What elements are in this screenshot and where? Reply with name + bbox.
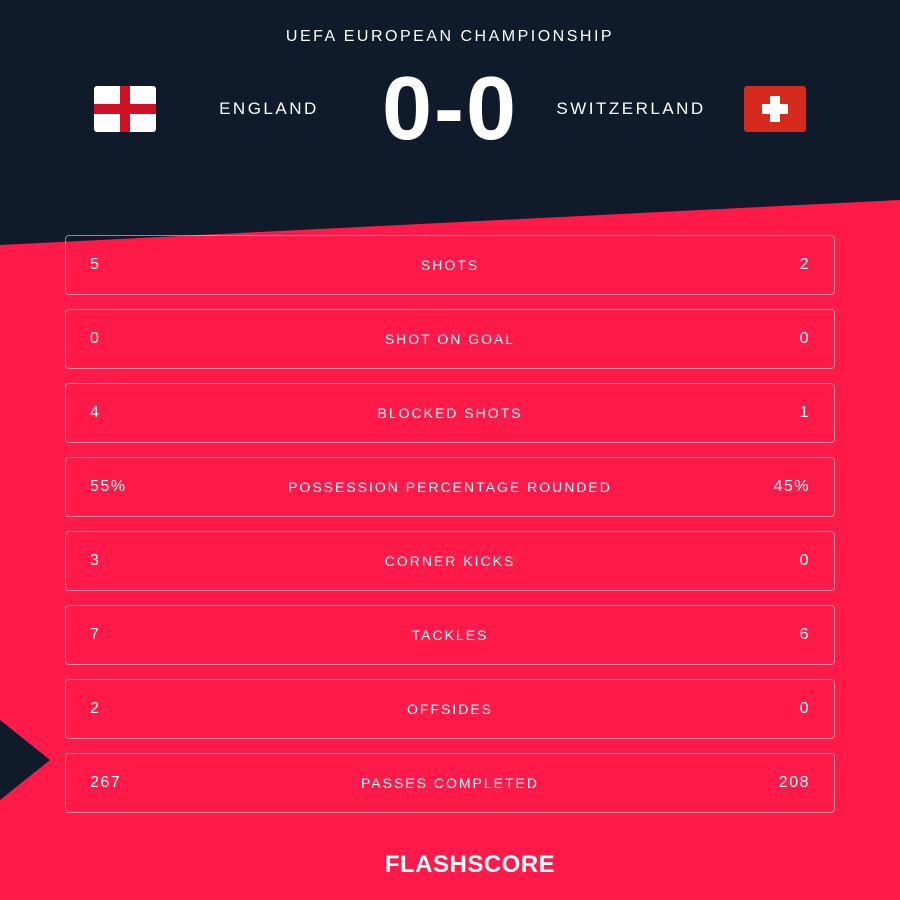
stat-home-value: 4 <box>90 404 180 422</box>
stats-table: 5SHOTS20SHOT ON GOAL04BLOCKED SHOTS155%P… <box>65 235 835 827</box>
stat-label: OFFSIDES <box>180 701 720 717</box>
stat-label: TACKLES <box>180 627 720 643</box>
stat-row: 267PASSES COMPLETED208 <box>65 753 835 813</box>
stat-label: PASSES COMPLETED <box>180 775 720 791</box>
stat-label: BLOCKED SHOTS <box>180 405 720 421</box>
score-separator: - <box>434 59 466 159</box>
home-score: 0 <box>382 59 434 159</box>
away-flag <box>744 86 806 132</box>
stat-home-value: 5 <box>90 256 180 274</box>
score-display: 0-0 <box>382 64 518 154</box>
match-header: UEFA EUROPEAN CHAMPIONSHIP ENGLAND 0-0 S… <box>0 0 900 215</box>
stat-label: SHOTS <box>180 257 720 273</box>
infographic-canvas: UEFA EUROPEAN CHAMPIONSHIP ENGLAND 0-0 S… <box>0 0 900 900</box>
stat-home-value: 3 <box>90 552 180 570</box>
stat-label: POSSESSION PERCENTAGE ROUNDED <box>180 479 720 495</box>
stat-home-value: 7 <box>90 626 180 644</box>
flashscore-icon <box>345 850 375 880</box>
stat-away-value: 0 <box>720 700 810 718</box>
stat-row: 2OFFSIDES0 <box>65 679 835 739</box>
stat-away-value: 45% <box>720 478 810 496</box>
stat-home-value: 55% <box>90 478 180 496</box>
stat-home-value: 267 <box>90 774 180 792</box>
stat-away-value: 6 <box>720 626 810 644</box>
stat-away-value: 1 <box>720 404 810 422</box>
away-score: 0 <box>466 59 518 159</box>
stat-row: 55%POSSESSION PERCENTAGE ROUNDED45% <box>65 457 835 517</box>
stat-row: 7TACKLES6 <box>65 605 835 665</box>
stat-away-value: 0 <box>720 552 810 570</box>
away-team-name: SWITZERLAND <box>546 99 716 119</box>
stat-row: 3CORNER KICKS0 <box>65 531 835 591</box>
brand-name: FLASHSCORE <box>385 851 555 879</box>
home-flag <box>94 86 156 132</box>
brand-logo: FLASHSCORE <box>0 850 900 880</box>
stat-row: 0SHOT ON GOAL0 <box>65 309 835 369</box>
stat-away-value: 0 <box>720 330 810 348</box>
stat-label: SHOT ON GOAL <box>180 331 720 347</box>
stat-home-value: 0 <box>90 330 180 348</box>
stat-row: 4BLOCKED SHOTS1 <box>65 383 835 443</box>
tournament-name: UEFA EUROPEAN CHAMPIONSHIP <box>286 28 614 46</box>
stat-home-value: 2 <box>90 700 180 718</box>
stat-away-value: 2 <box>720 256 810 274</box>
stat-label: CORNER KICKS <box>180 553 720 569</box>
stat-row: 5SHOTS2 <box>65 235 835 295</box>
home-team-name: ENGLAND <box>184 99 354 119</box>
stat-away-value: 208 <box>720 774 810 792</box>
scoreline: ENGLAND 0-0 SWITZERLAND <box>0 64 900 154</box>
